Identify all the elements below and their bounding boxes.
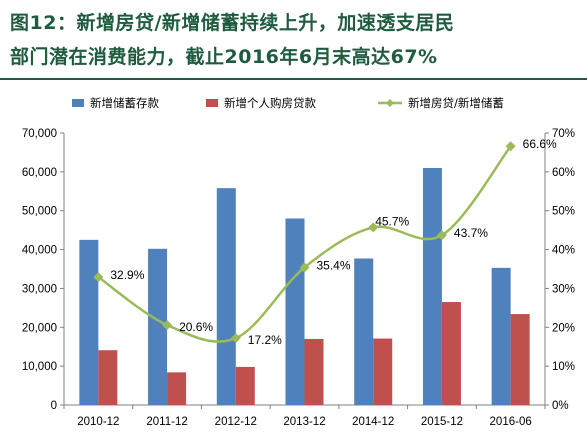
right-axis-tick-label: 30% [552,283,575,295]
ratio-marker [368,222,379,233]
left-axis-tick-label: 10,000 [22,361,57,373]
left-axis-tick-label: 30,000 [22,283,57,295]
ratio-data-label: 32.9% [110,268,144,282]
ratio-marker [299,262,310,273]
ratio-marker [505,141,516,152]
bar-mortgage [235,366,255,405]
ratio-data-label: 20.6% [179,320,213,334]
legend-label-ratio: 新增房贷/新增储蓄 [408,96,504,110]
legend-label-savings: 新增储蓄存款 [90,96,159,110]
ratio-marker [230,333,241,344]
right-axis-tick-label: 50% [552,206,575,218]
left-axis-tick-label: 50,000 [22,206,57,218]
title-line-2: 部门潜在消费能力，截止2016年6月末高达67% [10,46,438,68]
legend-swatch-ratio-marker [386,99,394,107]
left-axis-tick-label: 40,000 [22,245,57,257]
ratio-marker [436,230,447,241]
x-axis-tick-label: 2012-12 [215,416,257,428]
left-axis-tick-label: 0 [51,400,57,412]
x-axis-tick-label: 2011-12 [146,416,187,428]
legend-swatch-mortgage [206,99,218,107]
left-axis-tick-label: 60,000 [22,167,57,179]
bar-savings [148,248,168,405]
right-axis-tick-label: 20% [552,322,575,334]
ratio-data-label: 35.4% [317,258,351,272]
bar-savings [354,258,374,405]
bar-savings [491,267,511,405]
ratio-data-label: 43.7% [454,226,488,240]
ratio-data-label: 66.6% [523,137,557,151]
x-axis-tick-label: 2016-06 [490,416,532,428]
ratio-data-label: 45.7% [375,214,409,228]
left-axis-tick-label: 70,000 [22,128,57,140]
bar-savings [216,188,236,405]
x-axis-tick-label: 2015-12 [421,416,463,428]
bar-mortgage [167,372,187,405]
ratio-marker [93,272,104,283]
bar-mortgage [304,338,324,405]
ratio-data-label: 17.2% [248,333,282,347]
ratio-marker [162,319,173,330]
left-axis-tick-label: 20,000 [22,322,57,334]
right-axis-tick-label: 0% [552,400,569,412]
bar-savings [79,239,99,405]
right-axis-tick-label: 40% [552,245,575,257]
bar-mortgage [441,302,461,405]
right-axis-tick-label: 10% [552,361,575,373]
right-axis-tick-label: 70% [552,128,575,140]
x-axis-tick-label: 2010-12 [77,416,119,428]
x-axis-tick-label: 2013-12 [283,416,325,428]
legend-swatch-savings [72,99,84,107]
title-divider [0,78,587,80]
x-axis-tick-label: 2014-12 [352,416,394,428]
figure-title: 图12：新增房贷/新增储蓄持续上升，加速透支居民 部门潜在消费能力，截止2016… [10,6,580,74]
bar-savings [285,218,305,405]
legend-label-mortgage: 新增个人购房贷款 [224,96,316,110]
bar-mortgage [98,350,118,405]
bar-mortgage [510,314,530,405]
title-line-1: 图12：新增房贷/新增储蓄持续上升，加速透支居民 [10,12,455,34]
bar-mortgage [373,338,393,405]
right-axis-tick-label: 60% [552,167,575,179]
bar-savings [422,167,442,405]
